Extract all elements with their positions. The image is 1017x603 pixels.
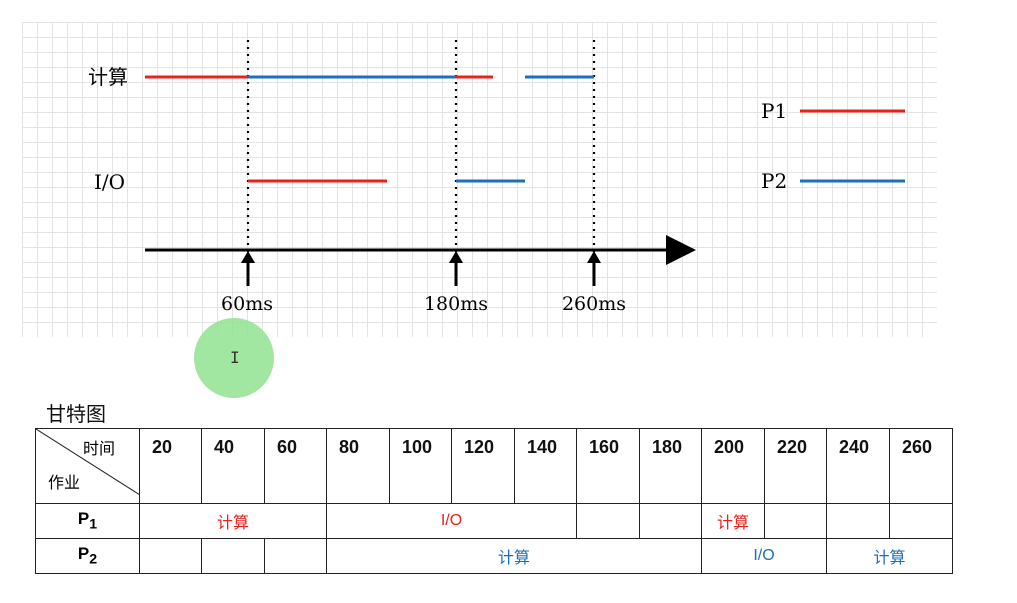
up-arrow-180 bbox=[449, 251, 463, 286]
p2-empty-cell-20 bbox=[139, 538, 202, 574]
p2-empty-cell-40 bbox=[201, 538, 265, 574]
corner-diagonal bbox=[36, 429, 140, 495]
gantt-table: 时间 作业 20 40 60 80 100 120 140 160 180 20… bbox=[35, 428, 953, 574]
time-header-40: 40 bbox=[201, 428, 265, 504]
time-header-60: 60 bbox=[264, 428, 327, 504]
p2-compute-cell-1: 计算 bbox=[326, 538, 702, 574]
time-header-160: 160 bbox=[576, 428, 640, 504]
p1-empty-cell-160 bbox=[576, 503, 640, 539]
p2-empty-cell-60 bbox=[264, 538, 327, 574]
p1-compute-cell-1: 计算 bbox=[139, 503, 327, 539]
row-label-io: I/O bbox=[94, 170, 125, 194]
p1-empty-cell-180 bbox=[639, 503, 702, 539]
time-header-200: 200 bbox=[701, 428, 765, 504]
row-header-p2: P2 bbox=[35, 538, 140, 574]
time-header-240: 240 bbox=[826, 428, 890, 504]
legend-label-p1: P1 bbox=[761, 99, 787, 123]
time-header-220: 220 bbox=[764, 428, 827, 504]
p1-io-cell: I/O bbox=[326, 503, 577, 539]
tick-label-180ms: 180ms bbox=[424, 293, 488, 315]
p1-empty-cell-220 bbox=[764, 503, 827, 539]
time-header-120: 120 bbox=[451, 428, 515, 504]
time-header-260: 260 bbox=[889, 428, 953, 504]
tick-label-260ms: 260ms bbox=[562, 293, 626, 315]
table-corner-cell: 时间 作业 bbox=[35, 428, 140, 504]
time-header-140: 140 bbox=[514, 428, 577, 504]
time-header-100: 100 bbox=[389, 428, 452, 504]
legend-label-p2: P2 bbox=[761, 169, 787, 193]
p1-compute-cell-2: 计算 bbox=[701, 503, 765, 539]
timing-diagram: 计算 I/O 60ms 180ms 260ms P1 P2 bbox=[88, 40, 905, 315]
up-arrow-260 bbox=[587, 251, 601, 286]
up-arrow-60 bbox=[241, 251, 255, 286]
corner-time-label: 时间 bbox=[82, 441, 115, 458]
cursor-highlight bbox=[194, 318, 274, 398]
time-header-180: 180 bbox=[639, 428, 702, 504]
tick-label-60ms: 60ms bbox=[221, 293, 273, 315]
p2-io-cell: I/O bbox=[701, 538, 827, 574]
p1-empty-cell-260 bbox=[889, 503, 953, 539]
p2-compute-cell-2: 计算 bbox=[826, 538, 953, 574]
text-cursor-icon: I bbox=[230, 348, 240, 367]
gantt-title: 甘特图 bbox=[46, 402, 106, 426]
time-header-80: 80 bbox=[326, 428, 390, 504]
row-label-compute: 计算 bbox=[88, 65, 128, 89]
time-header-20: 20 bbox=[139, 428, 202, 504]
corner-job-label: 作业 bbox=[48, 475, 81, 492]
row-header-p1: P1 bbox=[35, 503, 140, 539]
p1-empty-cell-240 bbox=[826, 503, 890, 539]
